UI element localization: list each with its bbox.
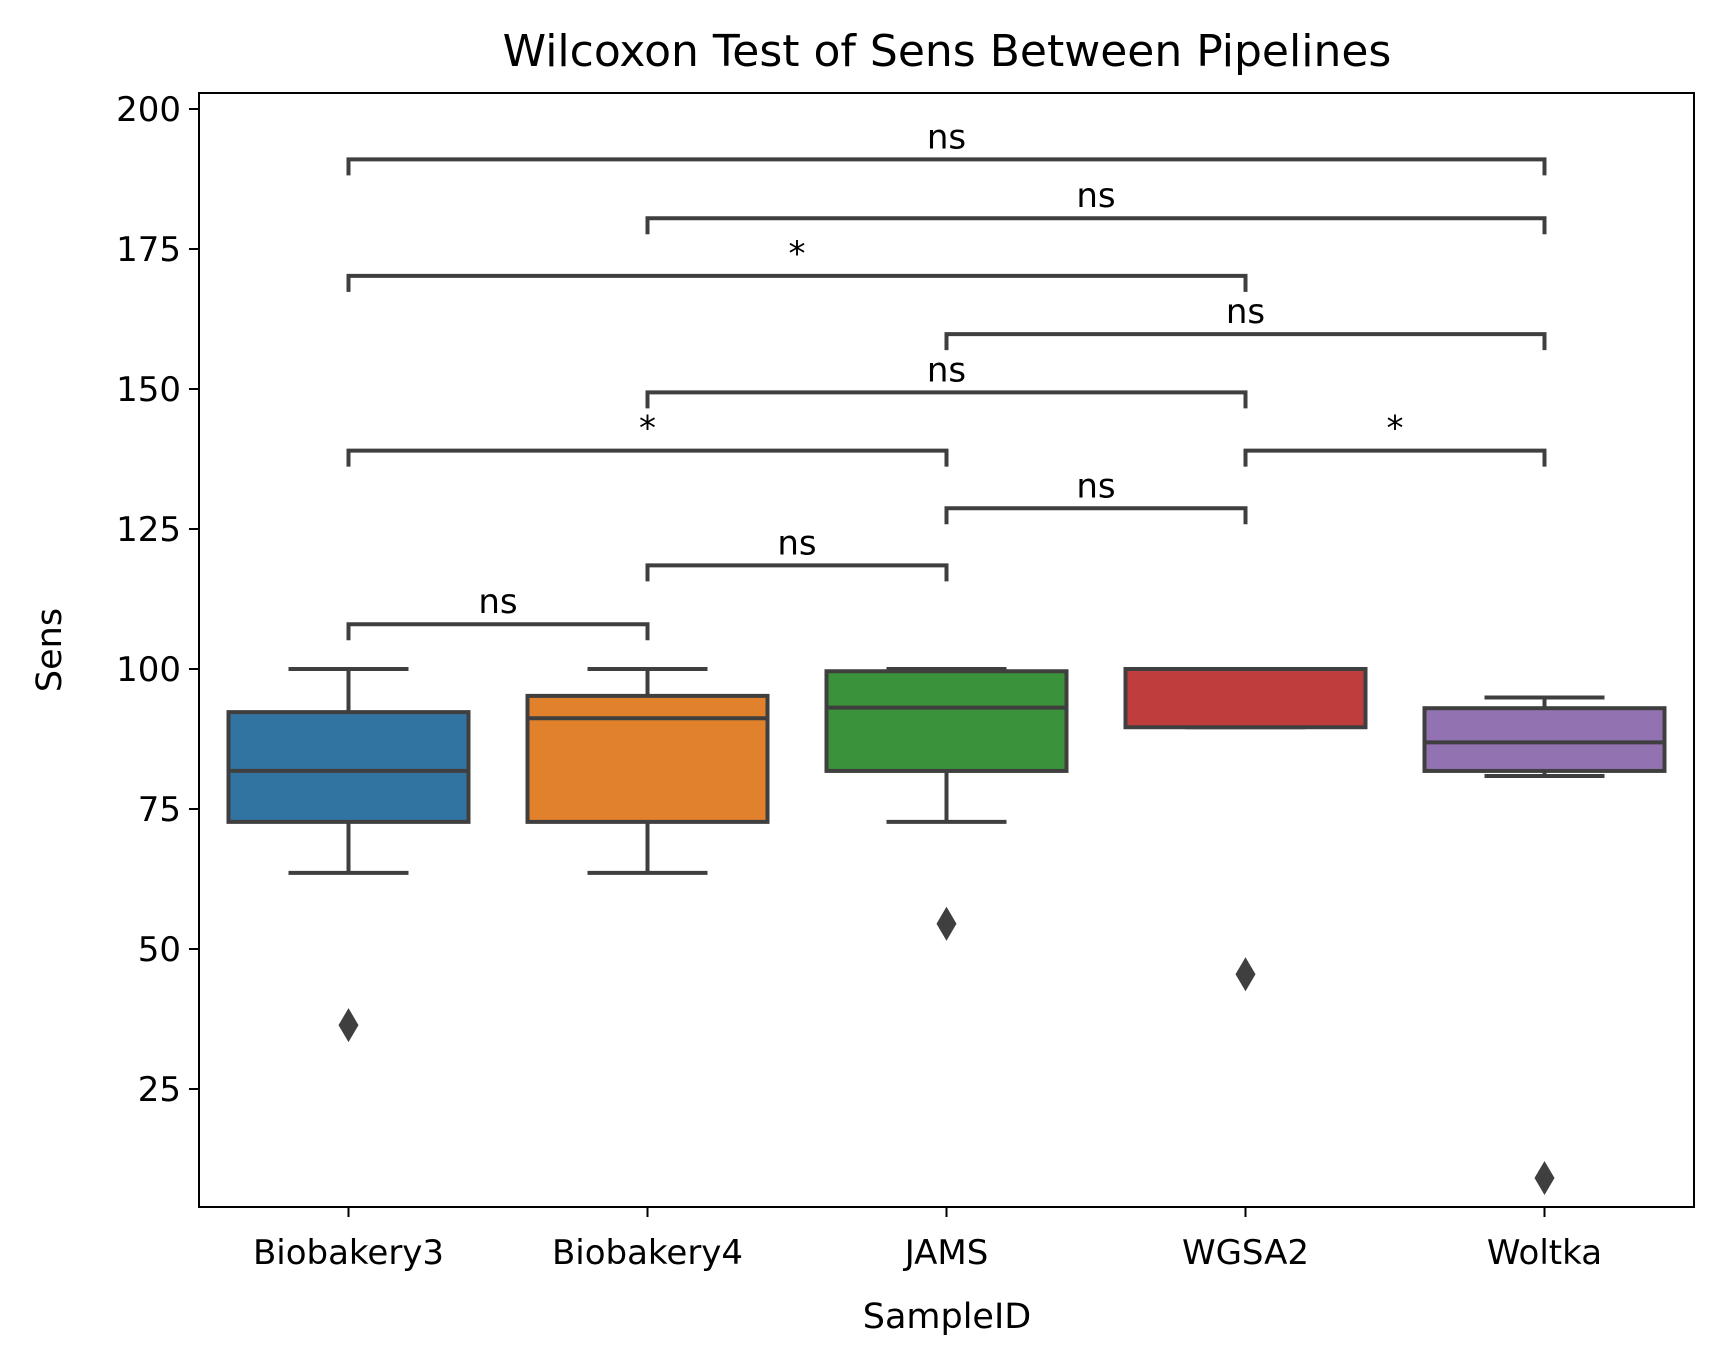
bracket-line bbox=[944, 506, 1248, 525]
y-tick-label: 175 bbox=[116, 230, 181, 270]
comparison-bracket: ns bbox=[944, 466, 1248, 525]
bracket-line bbox=[645, 216, 1547, 235]
x-axis: Biobakery3 Biobakery4 JAMS WGSA2 Woltka bbox=[253, 1207, 1602, 1273]
y-tick-label: 150 bbox=[116, 370, 181, 410]
comparison-bracket: ns bbox=[346, 582, 650, 641]
y-tick-label: 75 bbox=[138, 790, 181, 830]
x-tick-label: Woltka bbox=[1487, 1233, 1602, 1273]
comparison-bracket: ns bbox=[645, 523, 949, 582]
y-tick-label: 25 bbox=[138, 1070, 181, 1110]
box-iqr bbox=[1123, 667, 1368, 730]
x-tick-label: Biobakery3 bbox=[253, 1233, 444, 1273]
outlier-point bbox=[1534, 1161, 1555, 1196]
outlier-point bbox=[1235, 957, 1256, 992]
y-tick-label: 100 bbox=[116, 650, 181, 690]
box-iqr bbox=[824, 669, 1069, 773]
bracket-line bbox=[944, 332, 1547, 351]
box-iqr bbox=[226, 710, 471, 824]
significance-label: ns bbox=[777, 523, 816, 563]
comparison-bracket: ns bbox=[346, 117, 1547, 176]
comparison-bracket: ns bbox=[944, 292, 1547, 351]
bracket-line bbox=[645, 390, 1248, 409]
box-group bbox=[1123, 667, 1368, 992]
significance-label: * bbox=[1387, 409, 1404, 449]
x-axis-label: SampleID bbox=[863, 1297, 1032, 1337]
bracket-line bbox=[645, 563, 949, 582]
significance-label: ns bbox=[1076, 466, 1115, 506]
significance-label: ns bbox=[1076, 176, 1115, 216]
plot-area: ns ns ns * * ns ns * ns ns bbox=[226, 117, 1667, 1196]
significance-label: * bbox=[789, 234, 806, 274]
x-tick-label: WGSA2 bbox=[1182, 1233, 1309, 1273]
plot-frame bbox=[198, 92, 1695, 1208]
box-iqr bbox=[1422, 706, 1667, 773]
comparison-bracket: ns bbox=[645, 176, 1547, 235]
box-group bbox=[1422, 695, 1667, 1196]
y-tick-label: 50 bbox=[138, 930, 181, 970]
comparison-bracket: ns bbox=[645, 350, 1248, 409]
significance-label: ns bbox=[1226, 292, 1265, 332]
y-tick-label: 200 bbox=[116, 90, 181, 130]
y-axis-label: Sens bbox=[30, 608, 70, 692]
significance-label: ns bbox=[927, 117, 966, 157]
significance-label: ns bbox=[478, 582, 517, 622]
box-group bbox=[824, 667, 1069, 941]
y-axis: 25 50 75 100 125 150 175 200 bbox=[116, 90, 199, 1110]
bracket-line bbox=[346, 273, 1248, 292]
outlier-point bbox=[338, 1008, 359, 1043]
box-iqr bbox=[525, 693, 770, 824]
chart-title: Wilcoxon Test of Sens Between Pipelines bbox=[503, 26, 1392, 77]
significance-label: ns bbox=[927, 350, 966, 390]
x-tick-label: JAMS bbox=[903, 1233, 989, 1273]
box-group bbox=[525, 667, 770, 875]
comparison-bracket: * bbox=[346, 234, 1248, 292]
significance-label: * bbox=[639, 409, 656, 449]
bracket-line bbox=[346, 448, 949, 467]
box-group bbox=[226, 667, 471, 1043]
x-tick-label: Biobakery4 bbox=[552, 1233, 743, 1273]
bracket-line bbox=[1243, 448, 1547, 467]
y-tick-label: 125 bbox=[116, 510, 181, 550]
comparison-bracket: * bbox=[346, 409, 949, 467]
bracket-line bbox=[346, 157, 1547, 176]
outlier-point bbox=[936, 906, 957, 941]
comparison-bracket: * bbox=[1243, 409, 1547, 467]
bracket-line bbox=[346, 622, 650, 641]
